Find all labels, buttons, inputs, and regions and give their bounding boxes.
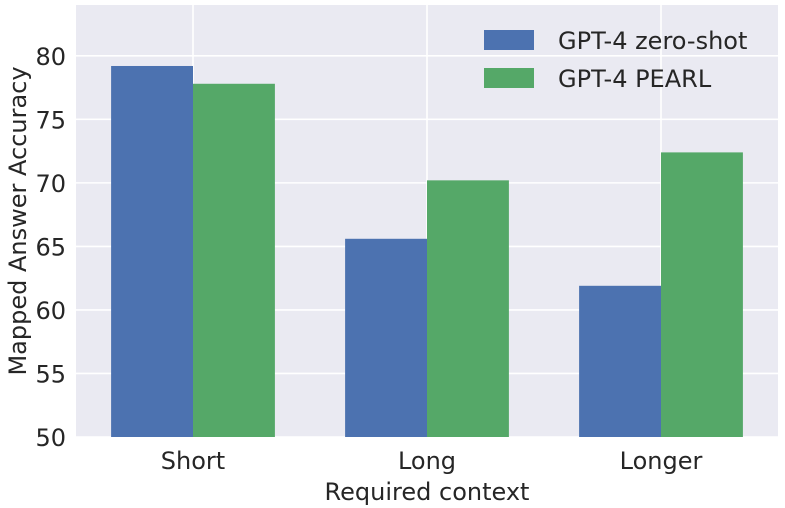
y-tick-label: 80 xyxy=(35,43,66,71)
legend-swatch-zero-shot xyxy=(484,30,534,50)
x-tick-label: Longer xyxy=(620,447,703,475)
y-tick-label: 75 xyxy=(35,106,66,134)
y-axis-label: Mapped Answer Accuracy xyxy=(4,66,32,375)
bar-zero-shot-longer xyxy=(579,285,661,437)
bar-zero-shot-short xyxy=(111,65,193,438)
bar-pearl-long xyxy=(427,180,509,437)
y-tick-label: 70 xyxy=(35,170,66,198)
y-tick-label: 55 xyxy=(35,360,66,388)
bar-pearl-longer xyxy=(661,152,743,437)
bar-pearl-short xyxy=(193,83,275,437)
bars xyxy=(111,65,743,438)
y-tick-label: 60 xyxy=(35,297,66,325)
x-axis-label: Required context xyxy=(325,478,530,506)
legend-label-zero-shot: GPT-4 zero-shot xyxy=(558,27,747,55)
x-tick-label: Long xyxy=(398,447,456,475)
y-axis-ticks: 50 55 60 65 70 75 80 xyxy=(35,43,66,452)
legend: GPT-4 zero-shot GPT-4 PEARL xyxy=(484,27,747,93)
x-axis-ticks: Short Long Longer xyxy=(161,447,703,475)
y-tick-label: 50 xyxy=(35,424,66,452)
y-tick-label: 65 xyxy=(35,233,66,261)
legend-label-pearl: GPT-4 PEARL xyxy=(558,65,712,93)
bar-zero-shot-long xyxy=(345,238,427,437)
x-tick-label: Short xyxy=(161,447,225,475)
legend-swatch-pearl xyxy=(484,68,534,88)
